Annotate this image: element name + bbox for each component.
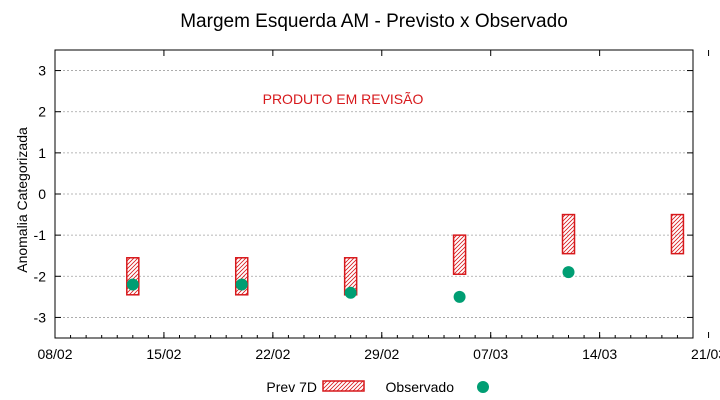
series — [126, 213, 685, 303]
x-tick-label: 21/03 — [691, 346, 720, 362]
y-axis: -3 -2 -1 0 1 2 3 — [34, 63, 693, 325]
x-axis: 08/02 15/02 22/02 29/02 07/03 14/03 21/03 — [37, 50, 720, 362]
chart-title: Margem Esquerda AM - Previsto x Observad… — [180, 11, 568, 32]
prev-7d-range — [670, 213, 685, 255]
observado-point — [235, 278, 248, 291]
y-tick-label: 3 — [38, 63, 46, 79]
legend-marker-observado — [477, 381, 489, 393]
legend-swatch-prev-7d — [322, 380, 365, 392]
y-tick-label: -1 — [34, 227, 47, 243]
grid — [55, 70, 693, 318]
y-tick-label: -3 — [34, 309, 47, 325]
y-tick-label: 0 — [38, 186, 46, 202]
x-tick-label: 14/03 — [582, 346, 617, 362]
legend-label-prev-7d: Prev 7D — [266, 379, 317, 395]
y-axis-label: Anomalia Categorizada — [14, 127, 30, 273]
legend-label-observado: Observado — [386, 379, 455, 395]
observado-point — [126, 278, 139, 291]
observado-point — [344, 286, 357, 299]
x-tick-label: 08/02 — [37, 346, 72, 362]
x-tick-label: 15/02 — [146, 346, 181, 362]
prev-7d-range — [452, 234, 467, 275]
x-tick-label: 29/02 — [364, 346, 399, 362]
prev-7d-range — [561, 213, 576, 255]
x-tick-label: 22/02 — [255, 346, 290, 362]
x-tick-label: 07/03 — [473, 346, 508, 362]
y-tick-label: 2 — [38, 104, 46, 120]
y-tick-label: 1 — [38, 145, 46, 161]
legend: Prev 7D Observado — [266, 379, 489, 395]
annotation: PRODUTO EM REVISÃO — [263, 91, 424, 107]
observado-point — [453, 290, 466, 303]
observado-point — [562, 266, 575, 279]
y-tick-label: -2 — [34, 268, 47, 284]
